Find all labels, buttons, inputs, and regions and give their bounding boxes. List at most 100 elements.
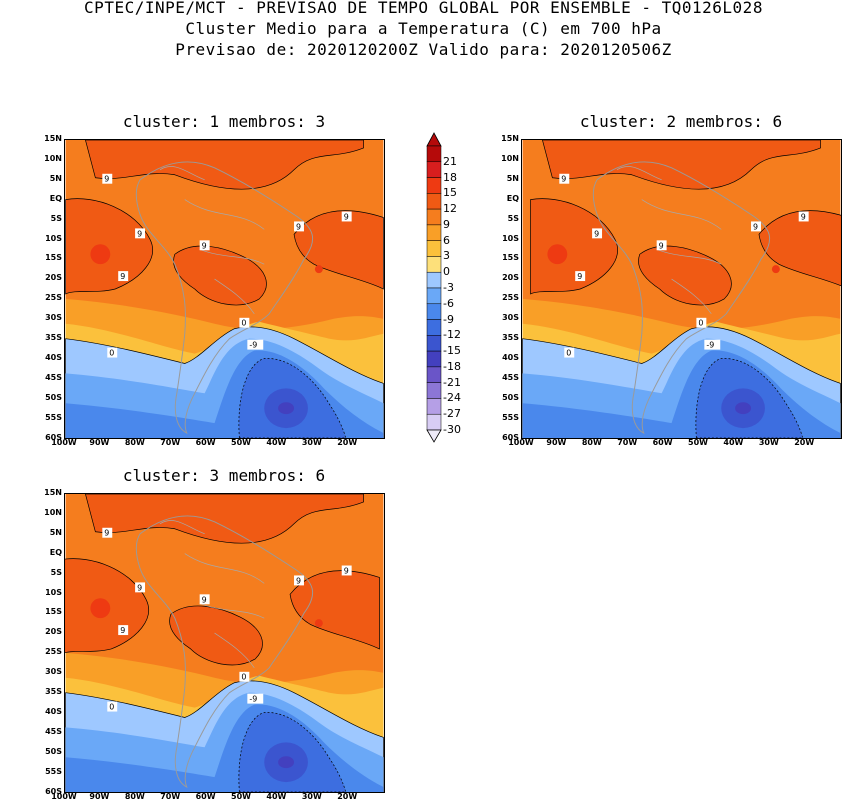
temperature-colorbar [426, 132, 442, 443]
contour-label-text: 0 [241, 319, 246, 328]
lon-label: 50W [231, 438, 251, 447]
colorbar-swatch [426, 398, 442, 415]
lat-label: 45S [502, 372, 519, 382]
contour-label: 9 [135, 228, 146, 238]
lat-label: 15S [45, 607, 62, 617]
temp-field-minus18-minus15 [278, 402, 295, 415]
contour-label: 9 [199, 240, 210, 250]
colorbar-label: 6 [443, 233, 450, 247]
south-america-coastline [592, 161, 771, 435]
contour-label: 9 [341, 211, 352, 221]
lat-label: 55S [45, 766, 62, 776]
contour-label: 9 [341, 565, 352, 575]
panel-2-title: cluster: 2 membros: 6 [579, 112, 783, 131]
lat-label: 55S [502, 412, 519, 422]
lon-label: 70W [160, 792, 181, 801]
contour-label-text: 9 [659, 241, 664, 250]
contour-label: 0 [107, 347, 118, 358]
lat-label: 20S [502, 273, 519, 283]
contour-label: 0 [107, 701, 118, 712]
colorbar-swatch [426, 382, 442, 399]
contour-label: 9 [798, 211, 809, 221]
lat-label: 10S [45, 587, 62, 597]
contour-label-text: 0 [241, 673, 246, 682]
colorbar-label: 15 [443, 186, 457, 200]
contour-label: 9 [751, 221, 761, 231]
contour-label-text: 0 [109, 349, 114, 358]
lat-label: 10S [502, 233, 519, 243]
contour-label-text: 9 [344, 212, 349, 221]
lat-label: 60S [45, 432, 62, 442]
colorbar-label: 3 [443, 249, 450, 263]
contour-label: 9 [294, 221, 304, 231]
lon-label: 90W [546, 438, 567, 447]
contour-label-text: 9 [577, 272, 582, 281]
colorbar-swatch [426, 256, 442, 273]
lat-label: 5N [506, 173, 519, 183]
lat-label: 35S [502, 333, 519, 342]
colorbar-swatch [426, 350, 442, 368]
temp-field-12-15 [314, 619, 323, 628]
lat-label: 25S [45, 293, 62, 303]
lat-label: 10N [44, 507, 62, 517]
contour-label: 0 [239, 671, 250, 682]
contour-label-text: 9 [104, 529, 109, 538]
lat-label: 10N [501, 153, 519, 163]
country-borders [159, 520, 265, 669]
contour-label: -9 [247, 693, 264, 704]
colorbar-label: -3 [443, 281, 454, 294]
contour-label: 9 [656, 240, 667, 250]
lat-label: 5N [49, 527, 62, 537]
temp-field-9-12 [173, 245, 267, 306]
colorbar-swatch [426, 319, 442, 336]
colorbar-swatch [426, 193, 442, 210]
contour-label: 9 [135, 582, 146, 592]
lat-label: EQ [506, 193, 519, 203]
colorbar-swatch [426, 287, 442, 305]
temp-field-12-15 [547, 244, 568, 265]
lat-label: 10S [45, 233, 62, 243]
map-panel-cluster-3: 9 9 9 9 9 9 0 0 -9 [64, 493, 385, 793]
lon-label: 100W [51, 792, 77, 801]
colorbar-swatch [426, 145, 442, 163]
map-panel-cluster-1: 9 9 9 9 9 9 0 0 -9 [64, 139, 385, 439]
lon-label: 100W [51, 438, 77, 447]
colorbar-label: 21 [443, 154, 457, 168]
lon-label: 20W [337, 792, 358, 801]
lat-label: EQ [49, 547, 62, 557]
lat-label: 5N [49, 173, 62, 183]
lat-label: 60S [45, 786, 62, 796]
colorbar-swatch [426, 303, 442, 320]
lon-label: 50W [231, 792, 251, 801]
colorbar-swatch [426, 271, 442, 289]
lat-label: 5S [50, 213, 62, 223]
lon-label: 70W [617, 438, 638, 447]
colorbar-swatch [426, 413, 442, 431]
contour-label-text: -9 [706, 341, 714, 350]
colorbar-label: 18 [443, 170, 457, 184]
lat-label: 60S [502, 432, 519, 442]
lat-label: 20S [45, 273, 62, 283]
contour-label-text: 9 [137, 583, 142, 592]
contour-label-text: 9 [296, 576, 301, 585]
contour-label-text: 9 [120, 626, 125, 635]
lat-label: 45S [45, 726, 62, 736]
lon-label: 30W [301, 438, 322, 447]
colorbar-swatch [426, 208, 442, 226]
lat-label: 15S [502, 253, 519, 263]
colorbar-label: 0 [443, 265, 450, 279]
temp-field-9-12 [542, 140, 821, 190]
colorbar-label: -21 [443, 375, 461, 389]
lat-label: 5S [50, 567, 62, 577]
temp-field-12-15 [90, 244, 111, 265]
lat-label: 10N [44, 153, 62, 163]
lon-label: 80W [124, 438, 145, 447]
contour-label: 0 [696, 317, 707, 328]
header-line-2: Cluster Medio para a Temperatura (C) em … [185, 19, 662, 38]
lon-label: 40W [723, 438, 744, 447]
colorbar-label: -9 [443, 312, 454, 326]
contour-label-text: 9 [561, 175, 566, 184]
contour-label: 9 [102, 527, 113, 538]
lon-label: 70W [160, 438, 181, 447]
contour-label: 9 [118, 271, 129, 281]
